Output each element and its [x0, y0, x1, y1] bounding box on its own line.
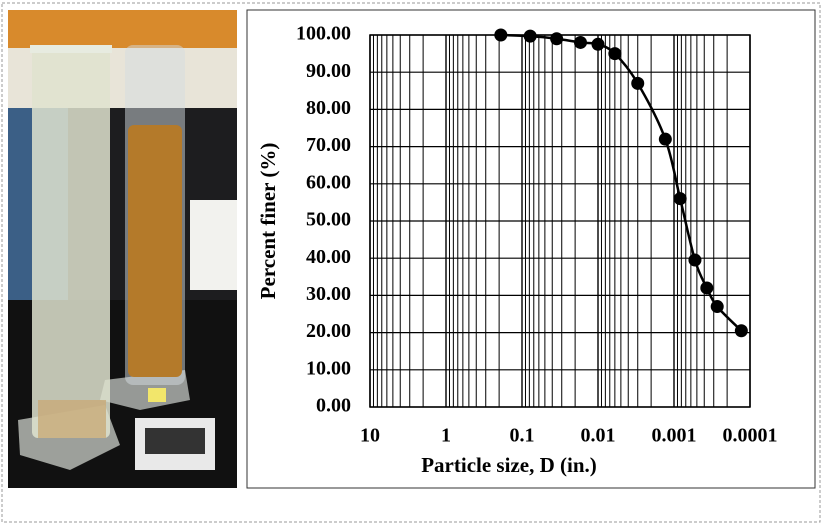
x-axis-title: Particle size, D (in.): [421, 453, 597, 477]
y-tick-label: 50.00: [306, 209, 351, 231]
y-tick-label: 80.00: [306, 97, 351, 119]
data-point: [734, 324, 748, 338]
y-tick-label: 10.00: [306, 357, 351, 379]
data-point: [673, 192, 687, 206]
data-point: [523, 29, 537, 43]
data-point: [573, 35, 587, 49]
x-tick-label: 0.0001: [723, 425, 778, 447]
data-point: [710, 300, 724, 314]
y-tick-label: 70.00: [306, 134, 351, 156]
y-tick-label: 30.00: [306, 283, 351, 305]
y-tick-label: 40.00: [306, 246, 351, 268]
photo: [8, 10, 237, 488]
data-point: [591, 37, 605, 51]
data-point: [550, 32, 564, 46]
x-tick-label: 1: [441, 425, 451, 447]
data-point: [658, 132, 672, 146]
y-tick-label: 60.00: [306, 171, 351, 193]
data-point: [688, 253, 702, 267]
data-point: [631, 76, 645, 90]
x-tick-label: 0.1: [510, 425, 535, 447]
data-point: [700, 281, 714, 295]
x-tick-label: 0.001: [652, 425, 697, 447]
x-tick-label: 10: [360, 425, 380, 447]
y-tick-label: 20.00: [306, 320, 351, 342]
y-axis-title: Percent finer (%): [256, 143, 280, 300]
y-tick-label: 100.00: [296, 23, 351, 45]
y-tick-label: 0.00: [316, 395, 351, 417]
data-point: [608, 47, 622, 61]
x-tick-label: 0.01: [581, 425, 616, 447]
data-point: [494, 28, 508, 42]
y-tick-label: 90.00: [306, 60, 351, 82]
chart-frame: [246, 9, 816, 489]
